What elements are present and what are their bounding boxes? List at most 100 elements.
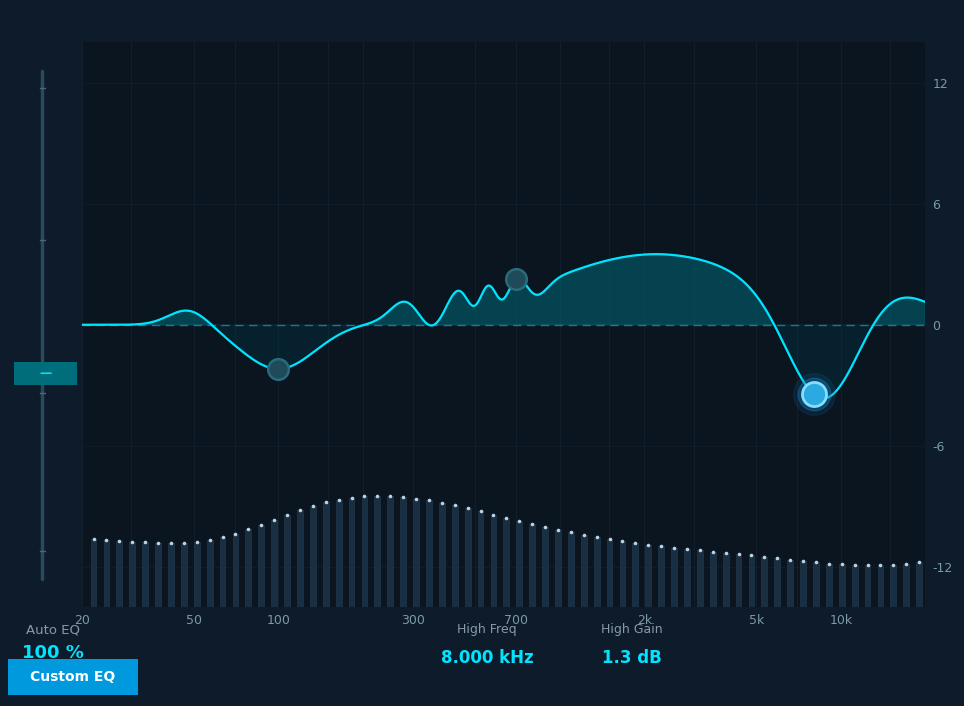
Point — [602, 534, 617, 545]
Point — [692, 545, 708, 556]
Point — [498, 512, 514, 523]
Point — [640, 539, 656, 551]
Point — [508, 274, 523, 285]
Bar — [362, 496, 367, 607]
FancyBboxPatch shape — [0, 657, 147, 697]
Bar — [852, 565, 858, 607]
Bar — [632, 543, 638, 607]
Point — [176, 537, 192, 549]
Point — [757, 551, 772, 563]
Bar — [800, 561, 806, 607]
Point — [808, 557, 823, 568]
Bar — [671, 548, 677, 607]
Point — [615, 536, 630, 547]
Point — [589, 532, 604, 543]
Text: Custom EQ: Custom EQ — [30, 670, 116, 684]
Point — [628, 537, 643, 549]
Bar — [620, 542, 626, 607]
Point — [821, 558, 837, 569]
Point — [215, 532, 230, 543]
Text: 100 %: 100 % — [22, 644, 84, 662]
Bar — [103, 540, 109, 607]
Point — [806, 388, 821, 400]
Bar — [736, 554, 741, 607]
Bar — [349, 498, 355, 607]
Bar — [258, 525, 264, 607]
Bar — [697, 551, 703, 607]
Point — [447, 500, 463, 511]
Bar — [568, 532, 574, 607]
Bar — [414, 498, 419, 607]
Bar — [762, 557, 767, 607]
Bar — [710, 551, 715, 607]
Bar — [335, 500, 341, 607]
Point — [537, 521, 552, 532]
Text: —: — — [40, 367, 52, 380]
Bar — [517, 521, 522, 607]
Bar — [452, 505, 458, 607]
Point — [280, 509, 295, 520]
Point — [731, 549, 746, 560]
Point — [150, 537, 166, 549]
Bar — [826, 563, 832, 607]
Point — [112, 535, 127, 546]
Point — [434, 497, 449, 508]
Bar — [839, 565, 844, 607]
Bar — [206, 540, 213, 607]
Point — [486, 509, 501, 520]
Text: High Gain: High Gain — [601, 623, 662, 636]
Point — [98, 534, 114, 546]
Bar — [813, 563, 818, 607]
Bar — [877, 566, 883, 607]
Point — [563, 527, 578, 538]
Bar — [143, 542, 148, 607]
Point — [124, 536, 140, 547]
Bar — [891, 565, 897, 607]
Point — [898, 558, 914, 570]
Point — [744, 550, 760, 561]
Bar — [117, 541, 122, 607]
Point — [806, 388, 821, 400]
Point — [86, 534, 101, 545]
Point — [409, 493, 424, 504]
Point — [138, 537, 153, 548]
Point — [241, 524, 256, 535]
FancyBboxPatch shape — [7, 361, 85, 386]
Bar — [555, 530, 561, 607]
Point — [872, 560, 888, 571]
Point — [202, 534, 218, 546]
Bar — [478, 511, 484, 607]
Bar — [658, 546, 664, 607]
Bar — [194, 542, 200, 607]
Bar — [606, 539, 612, 607]
Point — [306, 501, 321, 512]
Bar — [542, 527, 548, 607]
Point — [718, 547, 734, 558]
Bar — [271, 520, 277, 607]
Point — [266, 514, 281, 525]
Point — [383, 491, 398, 502]
Bar — [310, 506, 316, 607]
Bar — [181, 543, 187, 607]
Point — [524, 518, 540, 530]
Point — [834, 559, 849, 570]
Bar — [91, 539, 96, 607]
Point — [369, 490, 385, 501]
Bar — [465, 508, 470, 607]
Point — [228, 528, 243, 539]
Bar — [723, 553, 729, 607]
Bar — [374, 496, 380, 607]
Point — [550, 524, 566, 535]
Bar — [865, 566, 870, 607]
Bar — [594, 537, 600, 607]
Bar — [788, 560, 793, 607]
Bar — [155, 543, 161, 607]
Point — [271, 363, 286, 374]
Point — [666, 542, 682, 554]
Bar — [903, 564, 909, 607]
Text: 8.000 kHz: 8.000 kHz — [441, 649, 533, 667]
Point — [331, 494, 346, 505]
Bar — [503, 517, 509, 607]
Bar — [645, 545, 651, 607]
Point — [189, 536, 204, 547]
